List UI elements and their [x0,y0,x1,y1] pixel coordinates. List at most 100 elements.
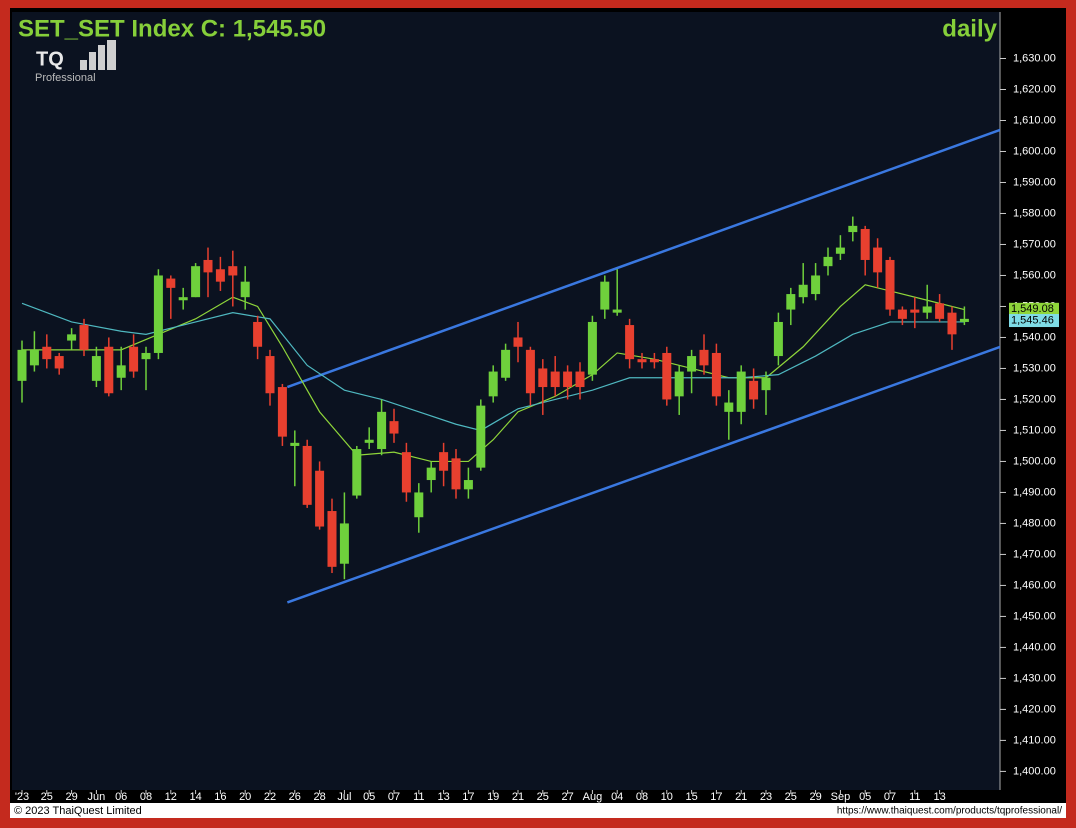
last-value-label: 1,545.46 [1011,314,1054,326]
y-tick-label: 1,430.00 [1013,672,1056,684]
y-tick-label: 1,570.00 [1013,238,1056,250]
x-tick-label: Jul [337,791,351,803]
candle-body [302,445,312,505]
x-tick-label: 25 [537,791,549,803]
y-tick-label: 1,580.00 [1013,207,1056,219]
x-tick-label: 16 [214,791,226,803]
x-tick-label: 05 [363,791,375,803]
candle-body [637,359,647,363]
last-value-box [1009,302,1059,316]
y-tick-label: 1,460.00 [1013,579,1056,591]
trendline [286,345,1000,604]
y-tick-label: 1,470.00 [1013,548,1056,560]
candle-body [228,266,238,276]
candle-body [339,523,349,564]
y-tick-label: 1,520.00 [1013,393,1056,405]
x-tick-label: 17 [462,791,474,803]
y-tick-label: 1,610.00 [1013,114,1056,126]
candle-body [364,439,374,443]
x-tick-label: 25 [785,791,797,803]
candle-body [786,294,796,310]
candle-body [935,303,945,319]
candle-body [922,306,932,313]
candle-body [959,318,969,322]
x-tick-label: 17 [710,791,722,803]
candle-body [761,377,771,391]
candle-body [166,278,176,288]
x-tick-label: 08 [636,791,648,803]
candle-body [476,405,486,468]
candle-body [277,387,287,437]
candle-body [811,275,821,295]
candle-body [141,352,151,360]
candle-body [587,321,597,375]
candle-body [265,356,275,394]
x-tick-label: Sep [831,791,851,803]
x-tick-label: 06 [115,791,127,803]
last-value-label: 1,549.08 [1011,303,1054,315]
candle-body [662,352,672,400]
candle-body [79,325,89,350]
x-tick-label: 19 [487,791,499,803]
candle-body [773,321,783,357]
candle-body [178,297,188,301]
x-tick-label: 26 [289,791,301,803]
candle-body [29,349,39,366]
candle-body [600,281,610,310]
candle-body [414,492,424,518]
y-tick-label: 1,410.00 [1013,734,1056,746]
candle-body [463,480,473,490]
candle-body [699,349,709,366]
footer-url: https://www.thaiquest.com/products/tqpro… [837,806,1062,817]
candle-body [153,275,163,353]
candle-body [439,452,449,471]
copyright: © 2023 ThaiQuest Limited [14,805,142,817]
candle-body [563,371,573,388]
y-tick-label: 1,530.00 [1013,362,1056,374]
x-tick-label: 08 [140,791,152,803]
candle-body [327,511,337,567]
y-tick-label: 1,440.00 [1013,641,1056,653]
candle-body [575,371,585,388]
x-tick-label: 10 [661,791,673,803]
candle-body [54,356,64,369]
candle-body [253,321,263,347]
x-tick-label: Jun [88,791,106,803]
candle-body [798,284,808,298]
x-tick-label: 05 [859,791,871,803]
candle-body [215,269,225,282]
candle-body [711,352,721,397]
candle-body [835,247,845,254]
moving-average [22,284,965,463]
y-tick-label: 1,540.00 [1013,331,1056,343]
x-tick-label: 11 [909,791,920,803]
footer-bar [10,803,1066,818]
y-tick-label: 1,630.00 [1013,52,1056,64]
x-tick-label: 13 [933,791,945,803]
x-tick-label: 11 [413,791,424,803]
candle-body [501,349,511,378]
x-tick-label: 15 [685,791,697,803]
x-tick-label: 21 [512,791,524,803]
candle-body [488,371,498,397]
y-tick-label: 1,560.00 [1013,269,1056,281]
x-tick-label: 12 [165,791,177,803]
candle-body [885,259,895,310]
candle-body [352,449,362,496]
candle-body [104,346,114,394]
x-tick-label: 28 [313,791,325,803]
y-tick-label: 1,490.00 [1013,486,1056,498]
candle-body [525,349,535,394]
x-tick-label: 23 [760,791,772,803]
x-tick-label: 13 [437,791,449,803]
x-tick-label: 27 [561,791,573,803]
y-tick-label: 1,450.00 [1013,610,1056,622]
y-tick-label: 1,500.00 [1013,455,1056,467]
x-tick-label: 22 [264,791,276,803]
candle-body [191,266,201,298]
candle-body [550,371,560,388]
chart-title: SET_SET Index C: 1,545.50 [18,15,326,42]
candle-body [129,346,139,372]
candle-body [91,356,101,381]
